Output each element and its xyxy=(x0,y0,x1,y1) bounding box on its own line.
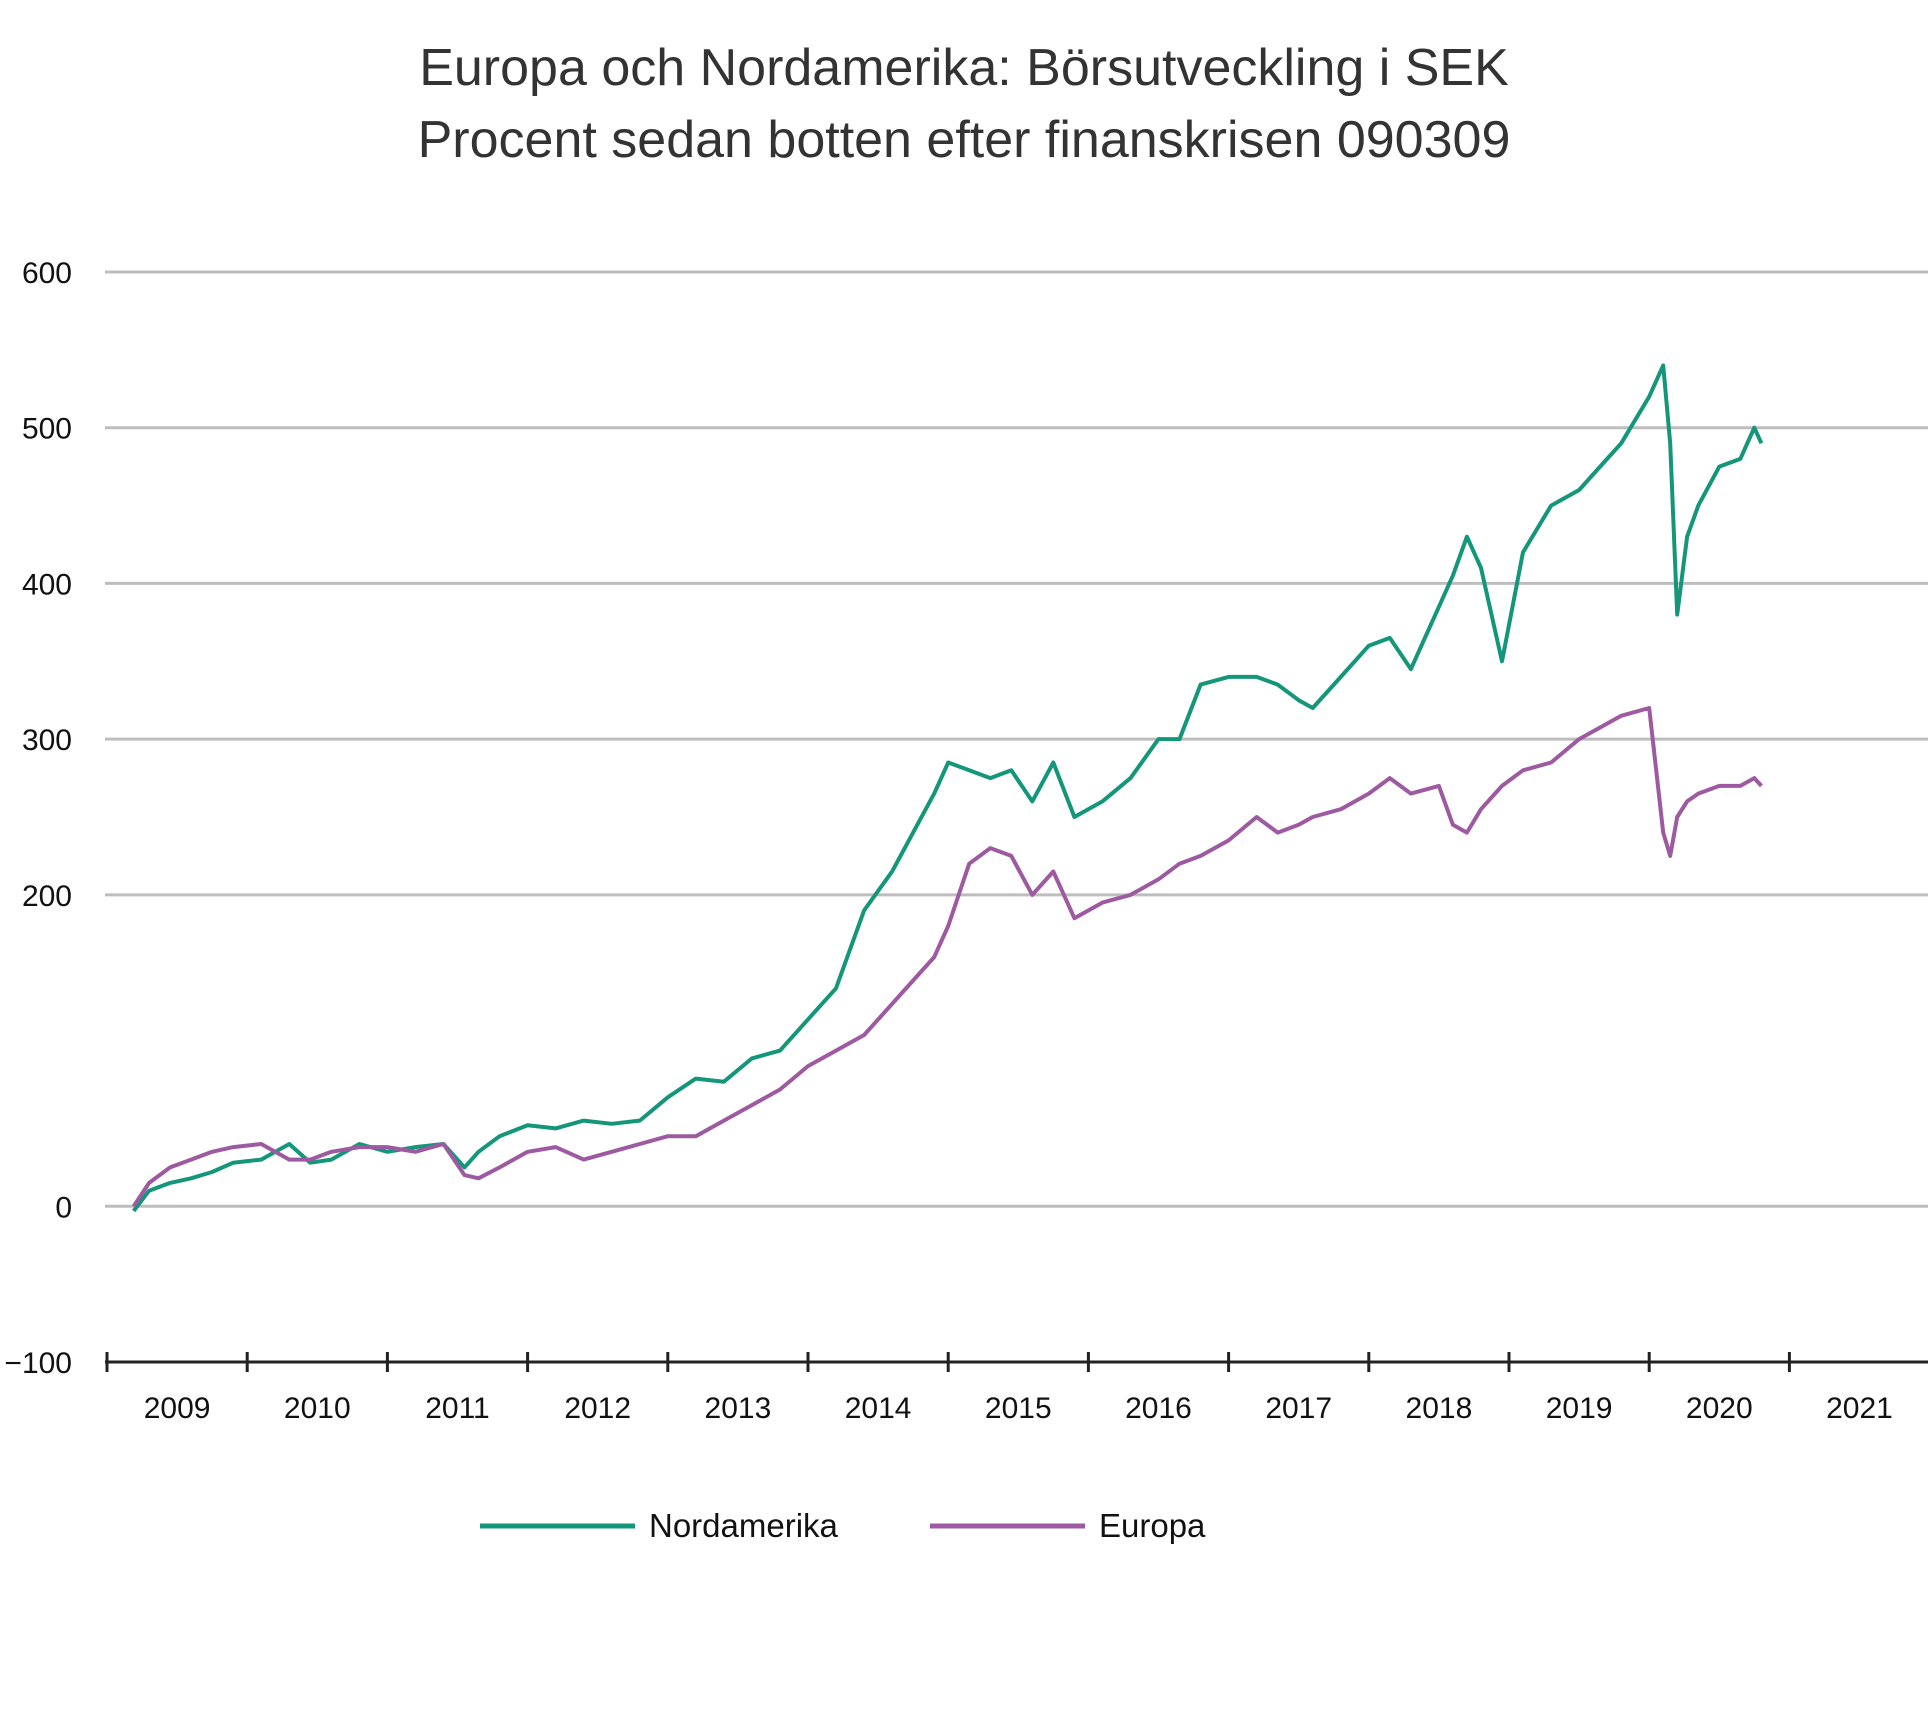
y-tick-label: 200 xyxy=(22,880,72,913)
x-axis: 2009 2010 2011 2012 2013 2014 2015 2016 2017 2018… xyxy=(105,1352,1928,1425)
chart-subtitle: Procent sedan botten efter finanskrisen … xyxy=(417,111,1511,169)
chart-title: Europa och Nordamerika: Börsutveckling i… xyxy=(419,39,1509,97)
x-tick-label: 2017 xyxy=(1265,1392,1332,1425)
x-tick-label: 2019 xyxy=(1546,1392,1613,1425)
y-tick-label: 400 xyxy=(22,568,72,601)
x-tick-label: 2010 xyxy=(284,1392,351,1425)
gridlines xyxy=(105,270,1928,1208)
x-tick-label: 2013 xyxy=(705,1392,772,1425)
y-tick-label: 0 xyxy=(55,1191,72,1224)
series-lines xyxy=(131,363,1764,1213)
y-tick-label: 500 xyxy=(22,413,72,446)
x-tick-label: 2020 xyxy=(1686,1392,1753,1425)
series-line-nordamerika xyxy=(132,363,1764,1213)
x-tick-label: 2014 xyxy=(845,1392,912,1425)
legend-label: Nordamerika xyxy=(649,1507,839,1544)
x-tick-label: 2011 xyxy=(425,1392,490,1425)
x-tick-label: 2015 xyxy=(985,1392,1052,1425)
x-tick-label: 2012 xyxy=(564,1392,631,1425)
legend: Nordamerika Europa xyxy=(480,1507,1206,1544)
x-tick-label: 2018 xyxy=(1406,1392,1473,1425)
series-line-europa xyxy=(131,706,1763,1208)
y-axis-ticks: 600 500 400 300 200 0 −100 xyxy=(4,257,72,1380)
y-tick-label: −100 xyxy=(4,1347,72,1380)
x-tick-label: 2016 xyxy=(1125,1392,1192,1425)
x-tick-label: 2021 xyxy=(1826,1392,1893,1425)
legend-label: Europa xyxy=(1099,1507,1206,1544)
y-tick-label: 600 xyxy=(22,257,72,290)
x-tick-label: 2009 xyxy=(144,1392,211,1425)
y-tick-label: 300 xyxy=(22,724,72,757)
